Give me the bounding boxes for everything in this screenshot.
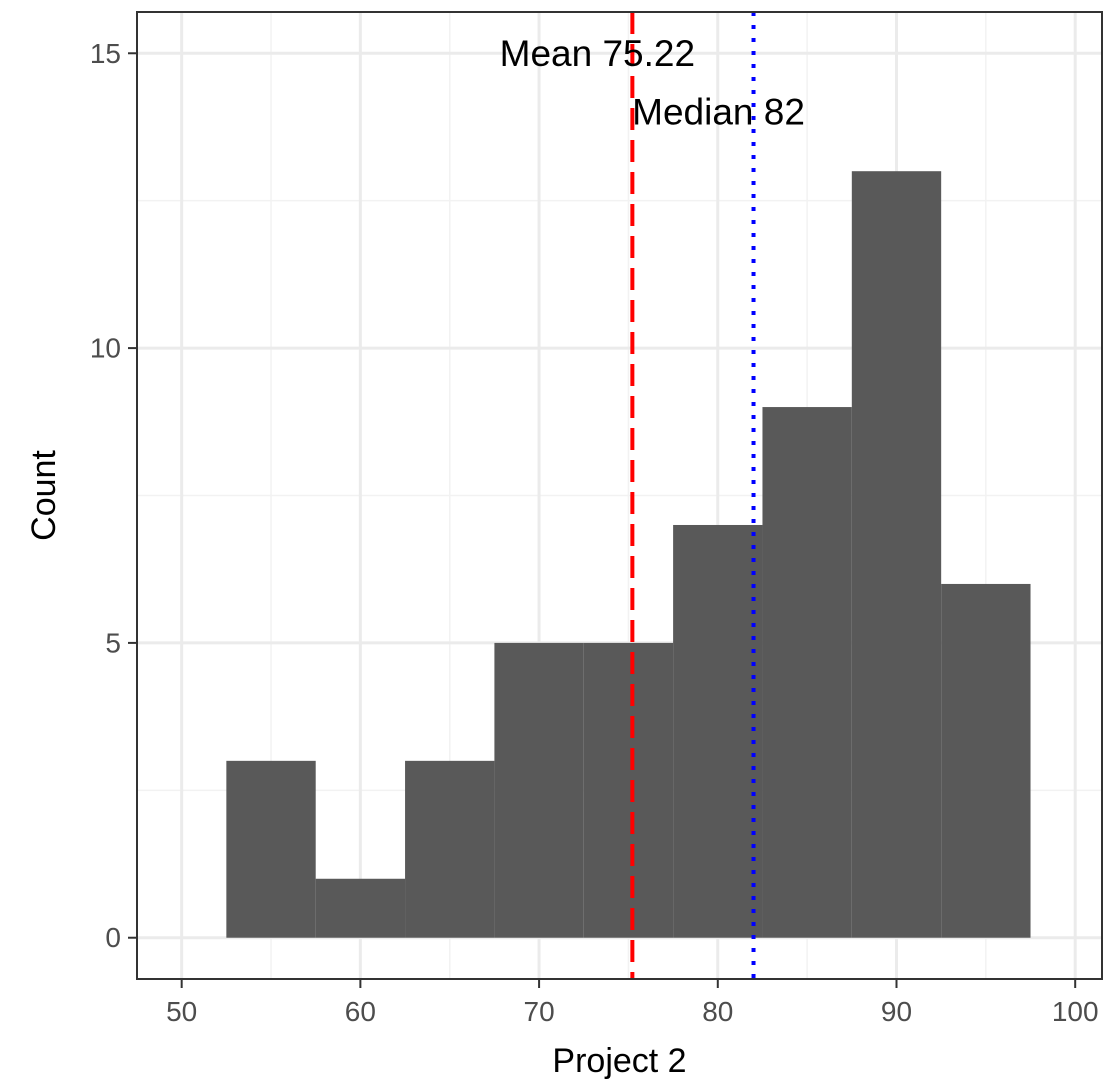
histogram-bar — [851, 171, 942, 938]
axis-ticks — [128, 52, 1077, 988]
y-axis-title: Count — [25, 450, 63, 541]
histogram-bars — [226, 171, 1031, 938]
histogram-bar — [494, 642, 584, 938]
histogram-bar — [583, 642, 674, 938]
y-tick-label: 5 — [105, 627, 121, 658]
y-tick-label: 0 — [105, 922, 121, 953]
reference-lines: Mean 75.22 Median 82 — [500, 12, 805, 979]
x-tick-label: 50 — [166, 996, 197, 1027]
y-tick-label: 10 — [90, 333, 121, 364]
x-tick-label: 100 — [1052, 996, 1099, 1027]
median-label: Median 82 — [632, 92, 805, 133]
x-tick-label: 60 — [345, 996, 376, 1027]
histogram-bar — [673, 524, 763, 938]
x-tick-label: 90 — [881, 996, 912, 1027]
panel-border — [136, 11, 1103, 980]
mean-label: Mean 75.22 — [500, 33, 695, 74]
x-tick-label: 70 — [524, 996, 555, 1027]
histogram-bar — [315, 878, 406, 938]
y-tick-labels: 0 5 10 15 — [90, 38, 121, 953]
x-tick-label: 80 — [702, 996, 733, 1027]
histogram-bar — [226, 760, 316, 938]
histogram-bar — [941, 583, 1031, 938]
histogram-bar — [405, 760, 495, 938]
x-axis-title: Project 2 — [552, 1042, 686, 1080]
x-tick-labels: 50 60 70 80 90 100 — [166, 996, 1098, 1027]
histogram-bar — [762, 407, 852, 938]
y-tick-label: 15 — [90, 38, 121, 69]
